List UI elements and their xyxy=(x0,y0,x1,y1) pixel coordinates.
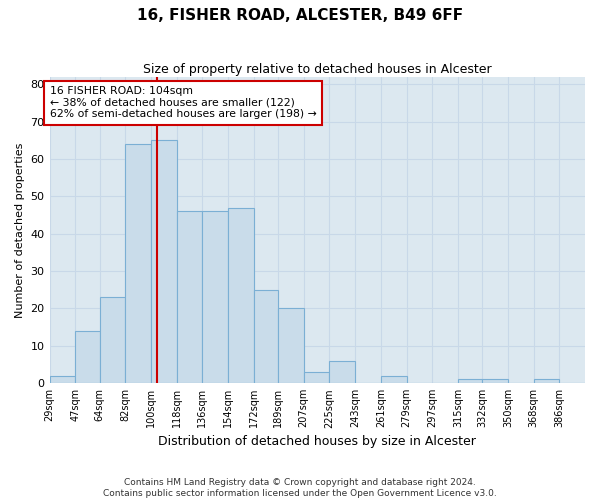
Bar xyxy=(176,211,202,383)
Text: Contains HM Land Registry data © Crown copyright and database right 2024.
Contai: Contains HM Land Registry data © Crown c… xyxy=(103,478,497,498)
Bar xyxy=(482,380,508,383)
Bar xyxy=(533,380,559,383)
Bar xyxy=(202,211,228,383)
Title: Size of property relative to detached houses in Alcester: Size of property relative to detached ho… xyxy=(143,62,491,76)
Bar xyxy=(304,372,329,383)
Bar xyxy=(278,308,304,383)
Bar xyxy=(254,290,278,383)
Bar xyxy=(458,380,482,383)
X-axis label: Distribution of detached houses by size in Alcester: Distribution of detached houses by size … xyxy=(158,434,476,448)
Bar xyxy=(151,140,176,383)
Bar xyxy=(228,208,254,383)
Bar xyxy=(50,376,75,383)
Bar xyxy=(381,376,407,383)
Y-axis label: Number of detached properties: Number of detached properties xyxy=(15,142,25,318)
Bar xyxy=(100,297,125,383)
Text: 16, FISHER ROAD, ALCESTER, B49 6FF: 16, FISHER ROAD, ALCESTER, B49 6FF xyxy=(137,8,463,22)
Text: 16 FISHER ROAD: 104sqm
← 38% of detached houses are smaller (122)
62% of semi-de: 16 FISHER ROAD: 104sqm ← 38% of detached… xyxy=(50,86,316,119)
Bar xyxy=(329,361,355,383)
Bar xyxy=(75,331,100,383)
Bar xyxy=(125,144,151,383)
